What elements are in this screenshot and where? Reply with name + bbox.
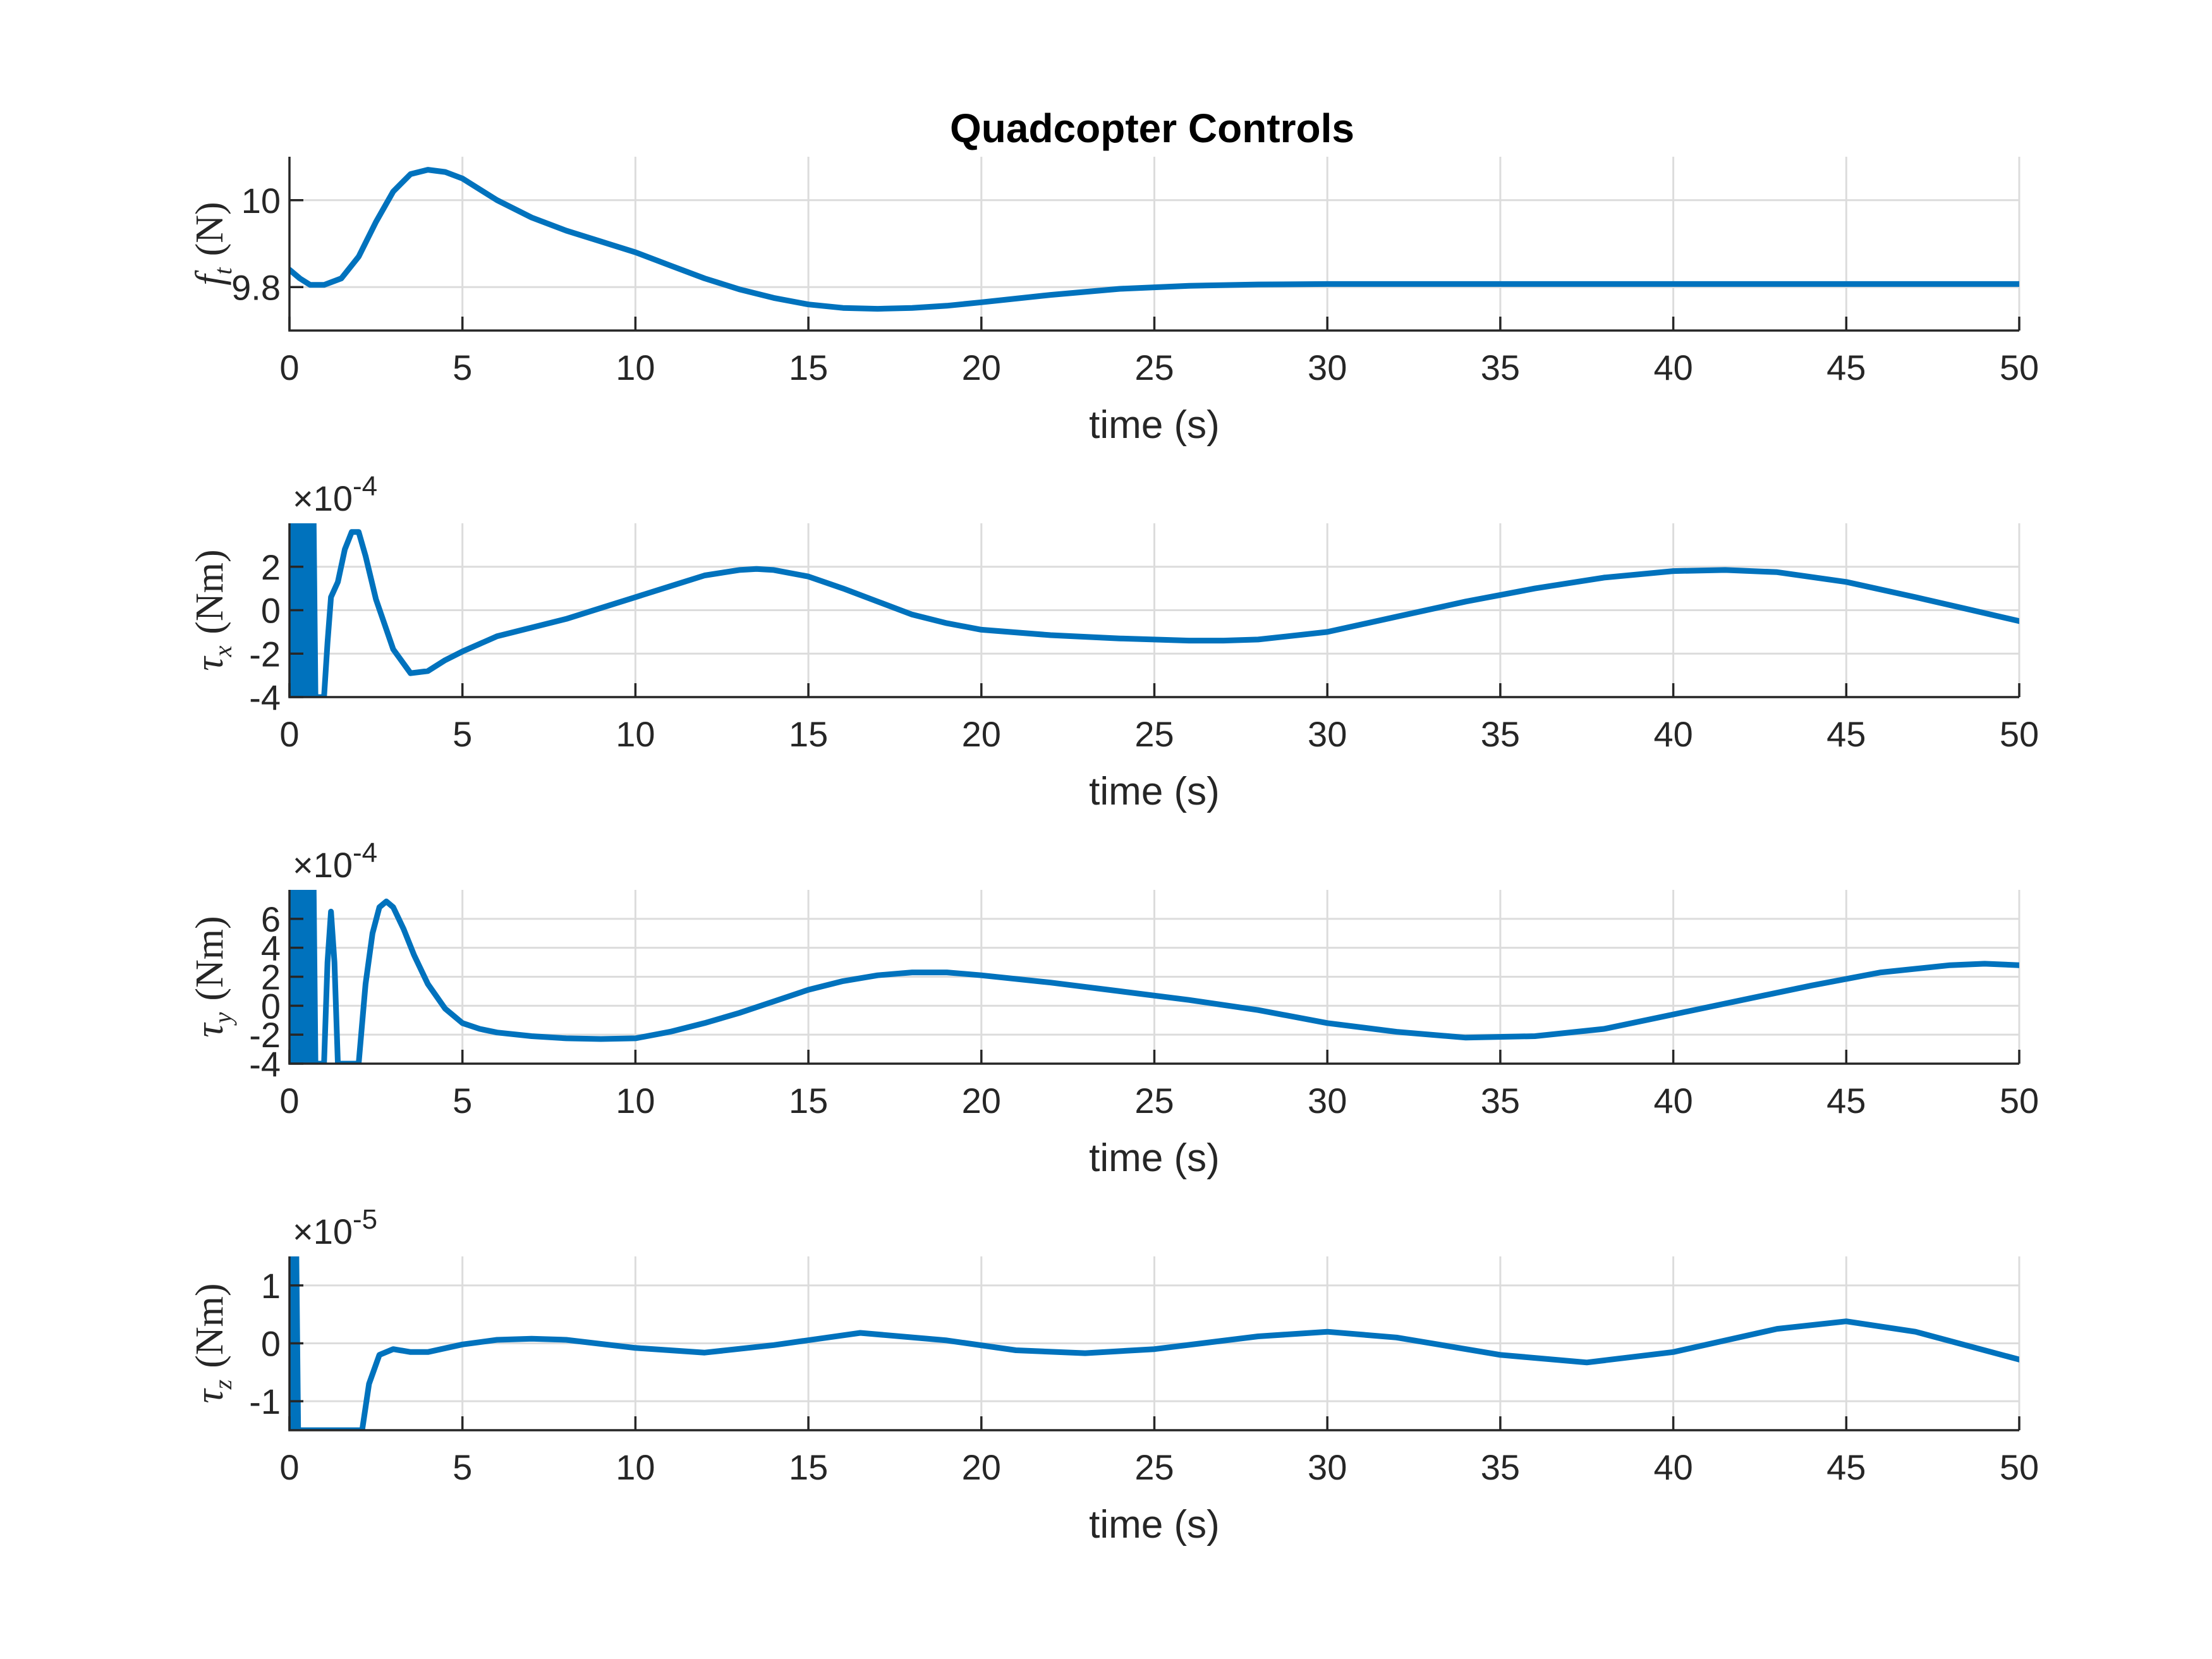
series-line-ft (289, 167, 2019, 312)
x-tick-label: 20 (962, 1447, 1001, 1487)
x-tick-label: 15 (789, 1081, 828, 1121)
x-axis-label: time (s) (1089, 1503, 1220, 1547)
x-tick-label: 45 (1826, 1447, 1866, 1487)
x-tick-label: 20 (962, 1081, 1001, 1121)
x-tick-label: 25 (1134, 348, 1174, 387)
x-tick-label: 15 (789, 1447, 828, 1487)
x-tick-label: 25 (1134, 1447, 1174, 1487)
y-axis-label: τz(Nm) (188, 1283, 237, 1403)
x-axis-label: time (s) (1089, 1136, 1220, 1180)
axis-exponent-label: ×10-5 (293, 1204, 377, 1251)
x-tick-label: 10 (616, 1447, 655, 1487)
x-tick-label: 5 (453, 348, 472, 387)
y-tick-label: 0 (261, 1324, 281, 1364)
x-tick-label: 50 (2000, 714, 2039, 754)
figure-title: Quadcopter Controls (950, 106, 1354, 151)
x-tick-label: 30 (1308, 348, 1347, 387)
y-tick-label: -4 (249, 1044, 281, 1084)
x-tick-label: 40 (1653, 714, 1692, 754)
x-tick-label: 0 (279, 714, 299, 754)
y-tick-label: 2 (261, 957, 281, 997)
y-tick-label: -2 (249, 634, 281, 674)
y-tick-label: 0 (261, 591, 281, 631)
series-line-tau-z (289, 1256, 2019, 1430)
x-tick-label: 35 (1481, 348, 1520, 387)
x-tick-label: 50 (2000, 348, 2039, 387)
subplot-tau-z: 0 5 10 15 20 25 30 35 40 45 50 -1 0 1 time (s) τz(Nm) ×1… (188, 1204, 2039, 1547)
x-tick-label: 5 (453, 1081, 472, 1121)
x-tick-label: 10 (616, 348, 655, 387)
y-tick-label: 1 (261, 1266, 281, 1306)
x-tick-label: 35 (1481, 1447, 1520, 1487)
x-axis-label: time (s) (1089, 403, 1220, 447)
x-tick-label: 0 (279, 1447, 299, 1487)
x-tick-label: 30 (1308, 1081, 1347, 1121)
x-tick-label: 35 (1481, 1081, 1520, 1121)
x-tick-label: 5 (453, 1447, 472, 1487)
x-tick-label: 25 (1134, 1081, 1174, 1121)
x-axis-label: time (s) (1089, 770, 1220, 813)
y-tick-label: 0 (261, 986, 281, 1026)
y-axis-label: τx(Nm) (188, 549, 237, 671)
x-tick-label: 45 (1826, 714, 1866, 754)
x-tick-label: 10 (616, 714, 655, 754)
x-tick-label: 45 (1826, 1081, 1866, 1121)
y-tick-label: 4 (261, 928, 281, 968)
x-tick-label: 20 (962, 348, 1001, 387)
y-tick-label: -2 (249, 1015, 281, 1055)
axis-exponent-label: ×10-4 (293, 837, 377, 885)
x-tick-label: 15 (789, 714, 828, 754)
x-tick-label: 0 (279, 1081, 299, 1121)
series-line-tau-y (289, 890, 2019, 1064)
x-tick-label: 0 (279, 348, 299, 387)
x-tick-label: 10 (616, 1081, 655, 1121)
y-tick-label: 10 (241, 181, 281, 221)
x-tick-label: 5 (453, 714, 472, 754)
x-tick-label: 35 (1481, 714, 1520, 754)
x-tick-label: 25 (1134, 714, 1174, 754)
y-axis-label: ft(N) (188, 202, 237, 285)
y-tick-label: 9.8 (231, 267, 281, 307)
x-tick-label: 40 (1653, 1081, 1692, 1121)
y-tick-label: 2 (261, 547, 281, 587)
y-axis-label: τy(Nm) (188, 916, 237, 1037)
x-tick-label: 50 (2000, 1081, 2039, 1121)
x-tick-label: 45 (1826, 348, 1866, 387)
x-tick-label: 15 (789, 348, 828, 387)
x-tick-label: 40 (1653, 1447, 1692, 1487)
axis-exponent-label: ×10-4 (293, 471, 377, 518)
x-tick-label: 50 (2000, 1447, 2039, 1487)
x-tick-label: 30 (1308, 714, 1347, 754)
y-tick-label: 6 (261, 899, 281, 939)
subplot-ft: 0 5 10 15 20 25 30 35 40 45 50 9.8 10 time (s) ft(N) (188, 157, 2039, 447)
y-tick-label: -4 (249, 678, 281, 717)
x-tick-label: 40 (1653, 348, 1692, 387)
y-tick-label: -1 (249, 1382, 281, 1421)
x-tick-label: 30 (1308, 1447, 1347, 1487)
series-line-tau-x (289, 523, 2019, 697)
x-tick-label: 20 (962, 714, 1001, 754)
